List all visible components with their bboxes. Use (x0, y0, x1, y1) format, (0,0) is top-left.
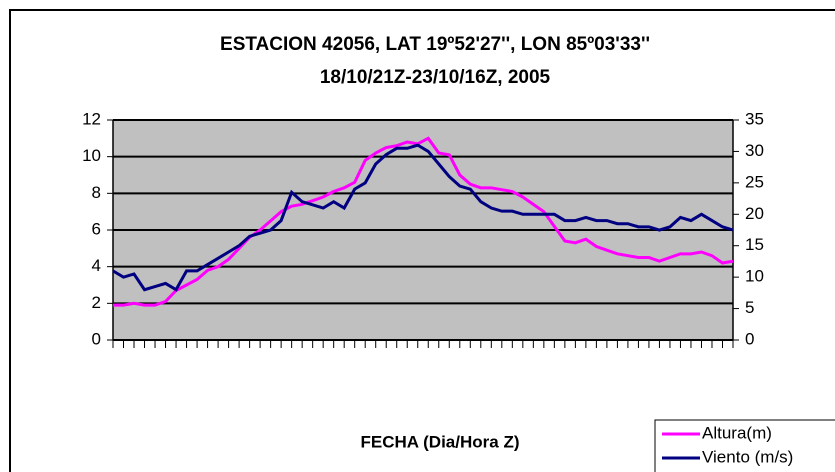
y2-tick-label: 5 (745, 298, 754, 317)
y-tick-label: 4 (92, 256, 101, 275)
legend-label: Altura(m) (702, 423, 772, 442)
y2-tick-label: 35 (745, 109, 764, 128)
data-line (112, 143, 734, 292)
y-tick-label: 2 (92, 293, 101, 312)
y2-tick-label: 15 (745, 235, 764, 254)
y2-tick-label: 10 (745, 267, 764, 286)
y-tick-label: 0 (92, 329, 101, 348)
y2-tick-label: 30 (745, 141, 764, 160)
y-tick-label: 12 (82, 109, 101, 128)
chart-title: ESTACION 42056, LAT 19º52'27'', LON 85º0… (220, 34, 650, 55)
y-tick-label: 8 (92, 183, 101, 202)
y2-tick-label: 0 (745, 329, 754, 348)
y-tick-label: 6 (92, 219, 101, 238)
x-axis-label: FECHA (Dia/Hora Z) (361, 432, 520, 451)
legend-label: Viento (m/s) (702, 447, 793, 466)
chart-title: 18/10/21Z-23/10/16Z, 2005 (320, 67, 551, 88)
data-line (113, 136, 734, 307)
legend-box (654, 419, 835, 472)
y2-tick-label: 25 (745, 172, 764, 191)
y2-tick-label: 20 (745, 204, 764, 223)
y-tick-label: 10 (82, 146, 101, 165)
